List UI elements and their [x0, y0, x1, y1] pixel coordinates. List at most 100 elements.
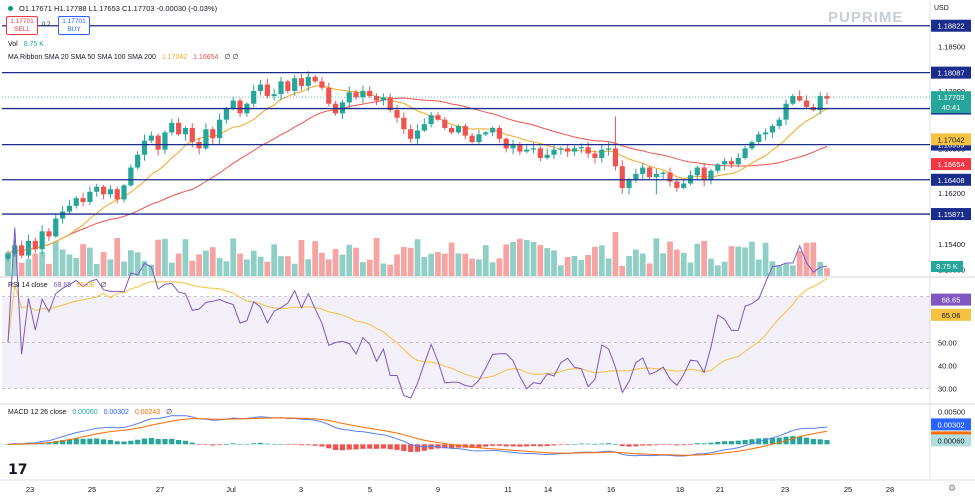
macd-hist-up	[578, 443, 584, 445]
ma-value-rest: ∅ ∅	[224, 54, 239, 61]
macd-hist-up	[735, 440, 741, 445]
macd-hist-up	[162, 439, 168, 445]
sell-button[interactable]: 1.17701 SELL	[6, 16, 38, 35]
tradingview-logo-icon[interactable]: 17	[8, 462, 28, 478]
candle-up	[141, 140, 148, 155]
volume-bar-up	[790, 265, 796, 276]
candle-up	[455, 126, 462, 133]
macd-hist-up	[606, 443, 612, 445]
buy-label: BUY	[67, 26, 81, 33]
volume-bar-up	[271, 244, 278, 276]
buy-button[interactable]: 1.17701 BUY	[58, 16, 90, 35]
candle-up	[128, 167, 134, 186]
macd-hist-down	[653, 444, 659, 446]
candle-up	[73, 198, 79, 206]
macd-hist-up	[749, 439, 755, 445]
macd-hist-up	[599, 443, 605, 445]
volume-bar-down	[407, 247, 414, 276]
candle-up	[756, 134, 762, 142]
macd-hist-down	[483, 444, 489, 447]
volume-legend[interactable]: Vol 8.75 K	[8, 41, 44, 48]
macd-hist-down	[203, 444, 209, 445]
volume-bar-down	[189, 260, 196, 276]
candle-up	[599, 149, 605, 158]
volume-bar-down	[196, 254, 202, 276]
macd-hist-up	[107, 439, 113, 445]
macd-hist-down	[455, 444, 462, 448]
macd-hist-up	[251, 443, 257, 445]
macd-label: MACD 12 26 close	[8, 409, 67, 416]
volume-bar-down	[796, 250, 803, 276]
candle-up	[776, 119, 782, 127]
macd-hist-up	[264, 443, 270, 445]
candle-down	[387, 97, 393, 111]
volume-bar-up	[414, 239, 421, 276]
volume-bar-down	[32, 253, 39, 276]
macd-hist-up	[169, 438, 175, 445]
time-tick-label: 16	[607, 485, 615, 494]
candle-down	[803, 100, 810, 107]
candle-down	[517, 145, 523, 152]
macd-hist-down	[367, 444, 373, 449]
rsi-tick-label: 40.00	[938, 362, 957, 371]
volume-bar-up	[660, 253, 667, 276]
candle-up	[148, 135, 154, 141]
rsi-value-tag	[931, 293, 971, 306]
candle-up	[339, 102, 346, 114]
current-price-tag	[931, 91, 971, 114]
candle-up	[162, 132, 168, 150]
volume-bar-up	[626, 255, 632, 276]
volume-bar-up	[162, 238, 168, 276]
ma50-line	[7, 97, 828, 255]
candle-up	[790, 96, 796, 104]
candle-up	[346, 92, 352, 103]
volume-bar-up	[107, 259, 114, 276]
ma20-price-label: 1.17042	[937, 135, 964, 144]
volume-bar-up	[605, 258, 612, 276]
macd-hist-up	[810, 439, 816, 445]
candle-down	[19, 245, 25, 256]
candle-up	[483, 132, 489, 135]
candle-down	[80, 198, 86, 202]
macd-hist-down	[524, 444, 530, 447]
macd-hist-down	[326, 444, 332, 449]
macd-hist-down	[503, 444, 509, 447]
macd-tick-label: 0.00500	[938, 407, 965, 416]
candle-down	[469, 135, 475, 142]
macd-value-1: 0.00060	[72, 409, 98, 416]
ma-ribbon-legend[interactable]: MA Ribbon SMA 20 SMA 50 SMA 100 SMA 200 …	[8, 53, 239, 61]
macd-hist-up	[141, 438, 148, 445]
candle-down	[285, 81, 291, 91]
macd-hist-up	[121, 441, 127, 445]
candle-up	[223, 108, 229, 120]
macd-legend[interactable]: MACD 12 26 close 0.00060 0.00302 0.00243…	[8, 408, 172, 416]
candle-up	[203, 129, 209, 149]
volume-bar-down	[701, 240, 708, 276]
ohlc-readout: O1.17671 H1.17788 L1.17653 C1.17703 -0.0…	[8, 4, 217, 13]
sell-price: 1.17701	[10, 18, 34, 25]
buy-price: 1.17701	[62, 18, 86, 25]
macd-hist-down	[196, 444, 202, 445]
candle-up	[230, 100, 236, 109]
candle-up	[742, 148, 748, 158]
volume-bar-up	[305, 259, 312, 276]
macd-hist-up	[728, 441, 735, 445]
candle-down	[496, 127, 502, 139]
volume-bar-down	[537, 245, 544, 276]
candle-down	[373, 96, 380, 101]
volume-bar-down	[387, 264, 394, 276]
volume-bar-up	[339, 254, 346, 276]
settings-gear-icon[interactable]: ⚙	[948, 483, 957, 493]
volume-bar-down	[46, 263, 52, 276]
rsi-ma-value-label: 65.06	[942, 311, 961, 320]
macd-hist-down	[319, 444, 325, 447]
rsi-legend[interactable]: RSI 14 close 68.65 65.06 ∅	[8, 281, 107, 289]
volume-bar-down	[810, 242, 817, 276]
candle-up	[476, 134, 482, 142]
macd-hist-down	[687, 444, 694, 445]
volume-bar-down	[18, 262, 25, 276]
volume-bar-down	[619, 265, 626, 276]
volume-bar-down	[469, 258, 475, 276]
candle-up	[769, 126, 775, 133]
